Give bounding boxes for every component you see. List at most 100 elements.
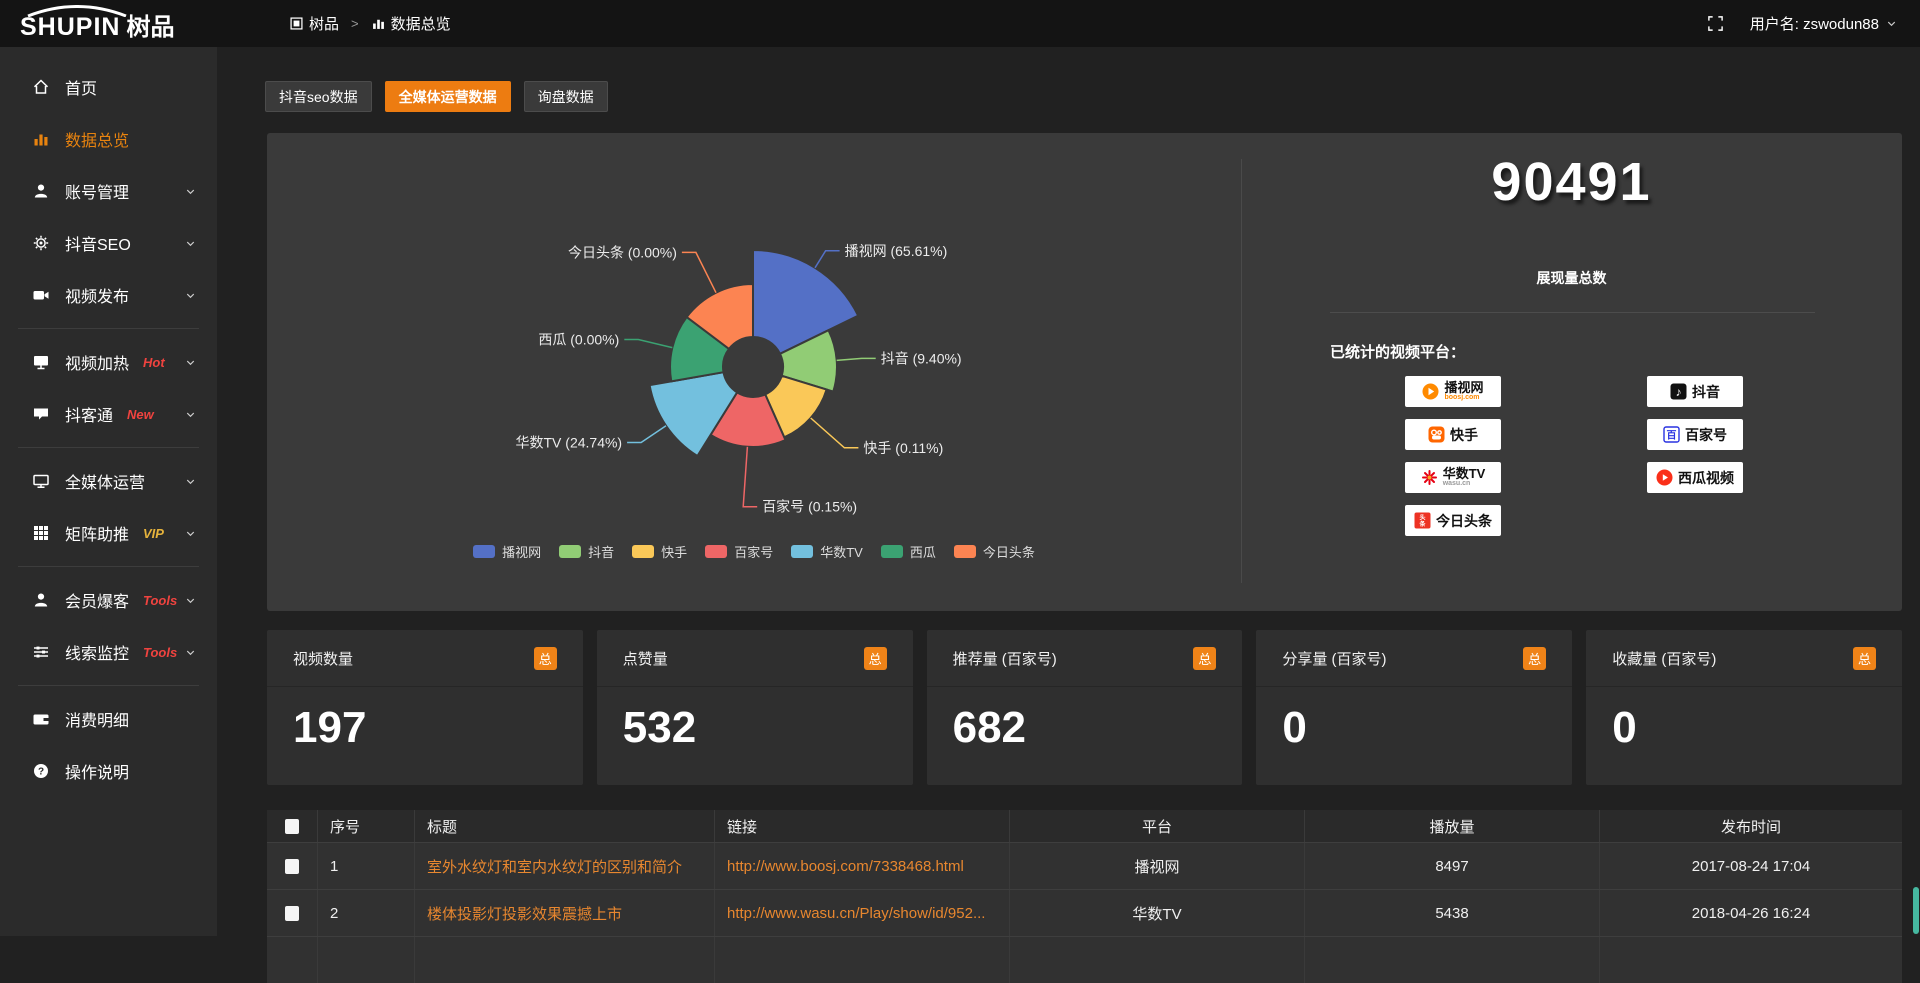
sidebar-item-user[interactable]: 账号管理 — [0, 165, 217, 217]
sidebar-item-gear[interactable]: 抖音SEO — [0, 217, 217, 269]
legend-item-今日头条[interactable]: 今日头条 — [953, 542, 1035, 561]
sidebar-item-chart[interactable]: 数据总览 — [0, 113, 217, 165]
heat-icon — [34, 356, 48, 370]
total-impressions-label: 展现量总数 — [1536, 270, 1607, 286]
table-row: 1 室外水纹灯和室内水纹灯的区别和简介 http://www.boosj.com/7… — [267, 842, 1902, 889]
tab-omnimedia-operation-data[interactable]: 全媒体运营数据 — [384, 81, 511, 112]
sidebar-item-video[interactable]: 视频发布 — [0, 269, 217, 321]
video-title-link[interactable]: 楼体投影灯投影效果震撼上市 — [427, 905, 623, 923]
kuaishou-logo-icon — [1428, 426, 1445, 443]
breadcrumb-home[interactable]: 树品 — [289, 13, 339, 34]
top-bar: SHUPIN 树品 树品 > 数据总览 用户名: zswodun88 — [0, 0, 1920, 47]
cell-time: 2017-08-24 17:04 — [1691, 857, 1811, 875]
legend-item-播视网[interactable]: 播视网 — [473, 542, 541, 561]
sidebar-item-home[interactable]: 首页 — [0, 61, 217, 113]
stat-card-4: 收藏量 (百家号) 总 0 — [1586, 630, 1902, 785]
select-all-checkbox[interactable] — [285, 818, 299, 834]
pie-slice-华数TV[interactable] — [648, 371, 739, 458]
total-badge: 总 — [1193, 646, 1217, 670]
sidebar-item-label: 数据总览 — [65, 133, 130, 150]
cell-seq: 1 — [318, 843, 415, 889]
sidebar-item-help[interactable]: ? 操作说明 — [0, 745, 217, 797]
table-row-partial — [267, 936, 1902, 983]
fullscreen-icon[interactable] — [1707, 15, 1724, 32]
sidebar-item-label: 操作说明 — [65, 765, 130, 782]
sidebar-item-person[interactable]: 会员爆客 Tools — [0, 574, 217, 626]
cell-plays: 5438 — [1305, 890, 1600, 936]
col-platform: 平台 — [1010, 810, 1305, 842]
sidebar-item-chat[interactable]: 抖客通 New — [0, 388, 217, 440]
pie-slice-抖音[interactable] — [778, 328, 838, 393]
stat-card-value: 682 — [952, 703, 1027, 752]
chevdown-icon — [186, 412, 195, 417]
platform-badge-播视网: 播视网 boosj.com — [1405, 376, 1501, 407]
platform-badge-今日头条: 头条今日头条 — [1405, 505, 1501, 536]
stat-card-label: 推荐量 (百家号) — [952, 650, 1057, 668]
video-title-link[interactable]: 室外水纹灯和室内水纹灯的区别和简介 — [427, 858, 683, 876]
fullscreen-icon[interactable] — [1707, 15, 1724, 32]
sidebar-item-label: 线索监控 — [65, 646, 130, 663]
app-logo[interactable]: SHUPIN 树品 — [0, 5, 217, 41]
tab-douyin-seo-data[interactable]: 抖音seo数据 — [265, 81, 372, 112]
chevdown-icon — [186, 189, 195, 194]
pie-label-line — [681, 251, 717, 294]
chevron-down-icon-wrap — [184, 475, 197, 488]
pie-label-line — [810, 417, 859, 449]
video-url-link[interactable]: http://www.boosj.com/7338468.html — [727, 857, 964, 875]
sidebar-item-sliders[interactable]: 线索监控 Tools — [0, 626, 217, 678]
chevron-down-icon-wrap — [184, 237, 197, 250]
scrollbar-thumb[interactable] — [1913, 887, 1919, 934]
chevdown-icon — [186, 598, 195, 603]
sidebar-item-grid[interactable]: 矩阵助推 VIP — [0, 507, 217, 559]
platform-badge-name: 华数TV — [1442, 465, 1486, 481]
stat-card-value: 0 — [1282, 703, 1307, 752]
pie-slice-今日头条[interactable] — [685, 282, 754, 351]
user-menu[interactable]: 用户名: zswodun88 — [1750, 13, 1898, 34]
cell-plays: 8497 — [1305, 843, 1600, 889]
sidebar-item-monitor[interactable]: 全媒体运营 — [0, 455, 217, 507]
chevdown-icon — [186, 360, 195, 365]
chevdown-icon — [186, 241, 195, 246]
platform-badge-name: 百家号 — [1685, 426, 1727, 443]
pie-label-line — [836, 357, 876, 362]
legend-swatch — [705, 545, 728, 558]
logo-text-cn: 树品 — [126, 14, 175, 41]
legend-label: 今日头条 — [982, 545, 1035, 560]
legend-item-抖音[interactable]: 抖音 — [559, 542, 614, 561]
pie-label-华数TV: 华数TV (24.74%) — [516, 435, 623, 451]
stat-card-label: 收藏量 (百家号) — [1612, 650, 1717, 668]
legend-item-华数TV[interactable]: 华数TV — [791, 542, 863, 561]
breadcrumb-current[interactable]: 数据总览 — [371, 13, 451, 34]
svg-text:头: 头 — [1419, 514, 1425, 522]
sidebar-item-tag: Hot — [143, 354, 165, 370]
sidebar-divider — [18, 447, 199, 448]
grid-icon — [34, 526, 48, 540]
home-icon — [33, 79, 49, 94]
sidebar-item-heat[interactable]: 视频加热 Hot — [0, 336, 217, 388]
rose-chart-svg: 播视网 (65.61%) 抖音 (9.40%) 快手 (0.11%) 百家号 (0.1… — [516, 243, 962, 515]
logo-text-en: SHUPIN — [20, 5, 127, 40]
legend-label: 西瓜 — [909, 545, 936, 560]
legend-item-快手[interactable]: 快手 — [632, 542, 687, 561]
stat-card-label: 点赞量 — [622, 650, 668, 668]
row-checkbox[interactable] — [285, 905, 299, 921]
platform-badge-name: 播视网 — [1444, 379, 1484, 395]
row-checkbox[interactable] — [285, 858, 299, 874]
chevron-down-icon-wrap — [184, 356, 197, 369]
legend-item-西瓜[interactable]: 西瓜 — [880, 542, 936, 561]
person-icon — [34, 593, 48, 607]
pie-slice-播视网[interactable] — [752, 248, 860, 356]
video-url-link[interactable]: http://www.wasu.cn/Play/show/id/952... — [727, 904, 986, 922]
logo-arc-icon — [27, 5, 127, 17]
chevdown-icon — [186, 531, 195, 536]
sidebar-item-label: 全媒体运营 — [65, 475, 146, 492]
stat-card-1: 点赞量 总 532 — [596, 630, 913, 785]
tab-inquiry-data[interactable]: 询盘数据 — [523, 81, 608, 112]
chevron-down-icon-wrap — [184, 185, 197, 198]
col-title: 标题 — [415, 810, 715, 842]
table-header-row: 序号 标题 链接 平台 播放量 发布时间 — [267, 810, 1902, 842]
sidebar-item-wallet[interactable]: 消费明细 — [0, 693, 217, 745]
legend-item-百家号[interactable]: 百家号 — [705, 542, 773, 561]
platform-badge-name: 今日头条 — [1436, 512, 1492, 529]
sidebar: 首页数据总览账号管理 抖音SEO 视频发布视频加热 Hot 抖客通 New 全媒体运营矩阵助… — [0, 47, 217, 936]
